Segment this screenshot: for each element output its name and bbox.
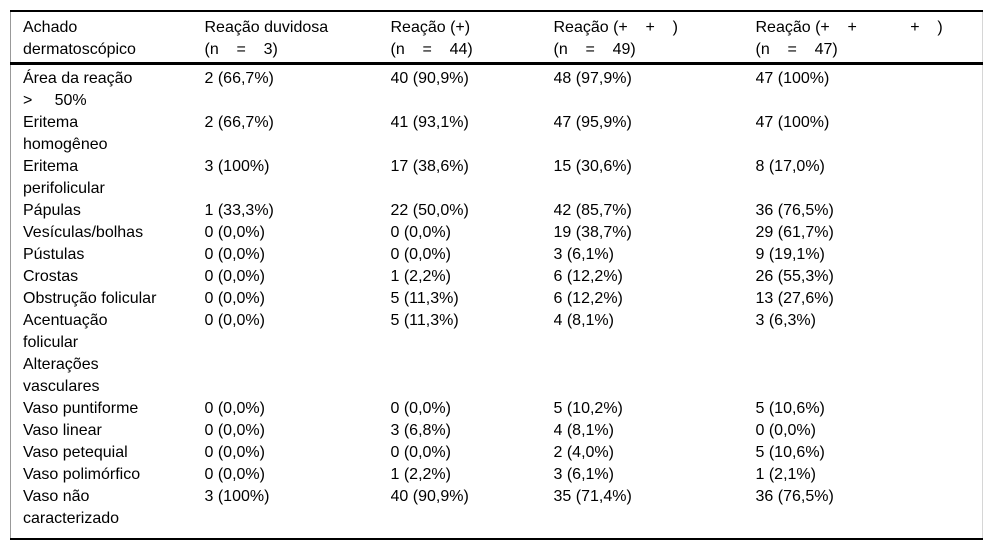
value-cell: 0 (0,0%) [204, 466, 265, 483]
table-row: Área da reação > 50% 2 (66,7%) 40 (90,9%) 4… [11, 64, 983, 113]
value-cell: 3 (100%) [204, 158, 270, 175]
value-cell: 1 (33,3%) [204, 202, 274, 219]
value-cell: 0 (0,0%) [755, 422, 816, 439]
value-cell: 19 (38,7%) [553, 224, 632, 241]
value-cell: 4 (8,1%) [553, 422, 614, 439]
value-cell: 0 (0,0%) [390, 444, 451, 461]
value-cell: 40 (90,9%) [390, 70, 469, 87]
value-cell [554, 354, 756, 398]
table-row: Eritema perifolicular 3 (100%) 17 (38,6%) 1… [11, 156, 983, 200]
value-cell: 15 (30,6%) [553, 158, 632, 175]
value-cell: 36 (76,5%) [755, 202, 834, 219]
value-cell: 48 (97,9%) [553, 70, 632, 87]
value-cell: 1 (2,1%) [755, 466, 816, 483]
table-row: Pápulas 1 (33,3%) 22 (50,0%) 42 (85,7%) 36 (… [11, 200, 983, 222]
row-label-cell: Vaso não caracterizado [23, 488, 120, 527]
value-cell: 9 (19,1%) [755, 246, 825, 263]
value-cell [205, 354, 391, 398]
row-label-cell: Eritema homogêneo [23, 114, 108, 153]
column-header-reaction: Reação (+ + + ) (n = 47) [755, 11, 983, 65]
value-cell: 0 (0,0%) [204, 290, 265, 307]
value-cell: 17 (38,6%) [390, 158, 469, 175]
value-cell: 47 (100%) [755, 70, 830, 87]
column-header-reaction: Reação (+ + ) (n = 49) [553, 11, 756, 65]
value-cell: 0 (0,0%) [204, 444, 265, 461]
row-label-cell: Vaso petequial [23, 444, 128, 461]
value-cell: 42 (85,7%) [553, 202, 632, 219]
value-cell: 0 (0,0%) [204, 312, 265, 329]
table-body: Área da reação > 50% 2 (66,7%) 40 (90,9%) 4… [11, 64, 983, 540]
value-cell: 2 (66,7%) [204, 70, 274, 87]
value-cell: 0 (0,0%) [390, 224, 451, 241]
value-cell: 5 (11,3%) [390, 312, 459, 329]
value-cell: 5 (11,3%) [390, 290, 459, 307]
value-cell: 41 (93,1%) [390, 114, 469, 131]
row-label-cell: Alterações vasculares [23, 356, 100, 395]
column-header-reaction: Reação duvidosa (n = 3) [204, 11, 391, 65]
table-row: Vaso petequial 0 (0,0%) 0 (0,0%) 2 (4,0%) 5 … [11, 442, 983, 464]
table-row: Pústulas 0 (0,0%) 0 (0,0%) 3 (6,1%) 9 (19,1%… [11, 244, 983, 266]
column-header-reaction: Reação (+) (n = 44) [390, 11, 554, 65]
value-cell: 6 (12,2%) [553, 290, 623, 307]
value-cell: 3 (6,1%) [553, 466, 614, 483]
row-label-cell: Eritema perifolicular [23, 158, 105, 197]
column-header-finding: Achado dermatoscópico [10, 11, 205, 65]
dermoscopic-findings-table: Achado dermatoscópico Reação duvidosa (n … [10, 10, 983, 540]
value-cell: 0 (0,0%) [390, 400, 451, 417]
value-cell: 13 (27,6%) [755, 290, 834, 307]
table-row: Acentuação folicular 0 (0,0%) 5 (11,3%) 4 (… [11, 310, 983, 354]
value-cell: 5 (10,2%) [553, 400, 623, 417]
value-cell: 0 (0,0%) [204, 246, 265, 263]
table-row: Vaso linear 0 (0,0%) 3 (6,8%) 4 (8,1%) 0 (0,… [11, 420, 983, 442]
row-label-cell: Acentuação folicular [23, 312, 108, 351]
row-label-cell: Obstrução folicular [23, 290, 157, 307]
table-row: Alterações vasculares [11, 354, 983, 398]
row-label-cell: Vaso polimórfico [23, 466, 141, 483]
value-cell: 40 (90,9%) [390, 488, 469, 505]
row-label-cell: Pápulas [23, 202, 81, 219]
table-row: Crostas 0 (0,0%) 1 (2,2%) 6 (12,2%) 26 (55,3… [11, 266, 983, 288]
value-cell: 47 (100%) [755, 114, 830, 131]
table-row: Vaso puntiforme 0 (0,0%) 0 (0,0%) 5 (10,2%)… [11, 398, 983, 420]
value-cell: 26 (55,3%) [755, 268, 834, 285]
table-row: Eritema homogêneo 2 (66,7%) 41 (93,1%) 47 (… [11, 112, 983, 156]
value-cell: 0 (0,0%) [204, 400, 265, 417]
value-cell: 0 (0,0%) [204, 422, 265, 439]
value-cell: 1 (2,2%) [390, 466, 451, 483]
value-cell: 22 (50,0%) [390, 202, 469, 219]
value-cell: 47 (95,9%) [553, 114, 632, 131]
table-row: Vesículas/bolhas 0 (0,0%) 0 (0,0%) 19 (38,7… [11, 222, 983, 244]
value-cell: 3 (6,3%) [755, 312, 816, 329]
value-cell: 2 (4,0%) [553, 444, 614, 461]
table-row: Obstrução folicular 0 (0,0%) 5 (11,3%) 6 (1… [11, 288, 983, 310]
table-header-row: Achado dermatoscópico Reação duvidosa (n … [10, 11, 983, 65]
value-cell: 36 (76,5%) [755, 488, 834, 505]
row-label-cell: Vaso puntiforme [23, 400, 139, 417]
value-cell: 29 (61,7%) [755, 224, 834, 241]
value-cell [391, 354, 554, 398]
value-cell: 2 (66,7%) [204, 114, 274, 131]
value-cell: 0 (0,0%) [390, 246, 451, 263]
row-label-cell: Crostas [23, 268, 79, 285]
value-cell: 3 (100%) [204, 488, 270, 505]
table-header: Achado dermatoscópico Reação duvidosa (n … [10, 11, 983, 65]
value-cell: 0 (0,0%) [204, 224, 265, 241]
table-row: Vaso polimórfico 0 (0,0%) 1 (2,2%) 3 (6,1%)… [11, 464, 983, 486]
value-cell: 35 (71,4%) [553, 488, 632, 505]
row-label-cell: Área da reação > 50% [23, 70, 133, 109]
value-cell: 5 (10,6%) [755, 400, 825, 417]
value-cell: 6 (12,2%) [553, 268, 623, 285]
value-cell: 3 (6,8%) [390, 422, 451, 439]
value-cell [756, 354, 983, 398]
value-cell: 0 (0,0%) [204, 268, 265, 285]
table-row: Vaso não caracterizado 3 (100%) 40 (90,9%)… [11, 486, 983, 539]
value-cell: 5 (10,6%) [755, 444, 825, 461]
row-label-cell: Pústulas [23, 246, 85, 263]
value-cell: 8 (17,0%) [755, 158, 825, 175]
value-cell: 4 (8,1%) [553, 312, 614, 329]
value-cell: 1 (2,2%) [390, 268, 451, 285]
value-cell: 3 (6,1%) [553, 246, 614, 263]
row-label-cell: Vesículas/bolhas [23, 224, 144, 241]
row-label-cell: Vaso linear [23, 422, 102, 439]
